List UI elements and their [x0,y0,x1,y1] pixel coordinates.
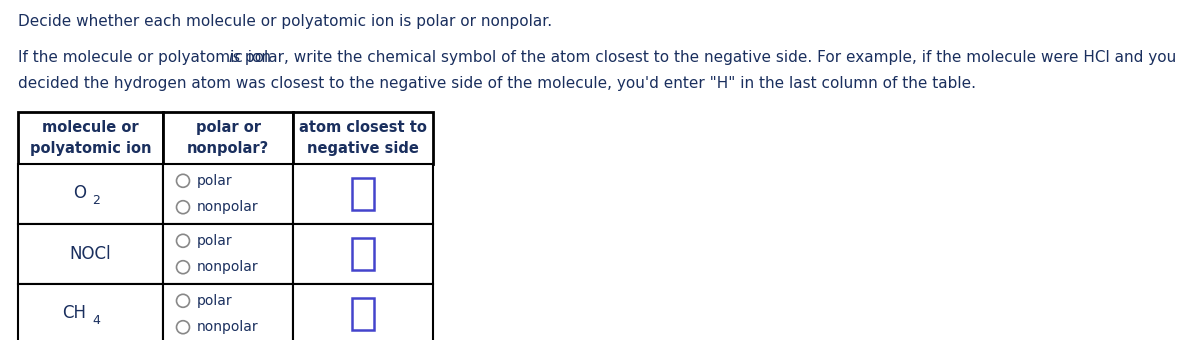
Bar [293,112,433,164]
Text: atom closest to
negative side: atom closest to negative side [299,120,427,156]
Bar [293,224,433,284]
Text: is: is [228,50,240,65]
Circle shape [176,234,190,247]
Circle shape [176,174,190,187]
Text: 4: 4 [92,313,101,326]
Text: Decide whether each molecule or polyatomic ion is polar or nonpolar.: Decide whether each molecule or polyatom… [18,14,552,29]
Text: polar, write the chemical symbol of the atom closest to the negative side. For e: polar, write the chemical symbol of the … [240,50,1177,65]
Text: polar: polar [197,234,232,248]
Text: nonpolar: nonpolar [197,260,258,274]
Text: CH: CH [62,304,86,322]
Text: If the molecule or polyatomic ion: If the molecule or polyatomic ion [18,50,276,65]
Text: O: O [73,184,86,202]
Bar [163,112,293,164]
Bar [18,284,163,340]
Text: polar: polar [197,174,232,188]
Circle shape [176,261,190,274]
Bar [293,164,433,224]
Text: nonpolar: nonpolar [197,200,258,214]
Circle shape [176,294,190,307]
Bar [352,178,374,210]
Bar [352,298,374,330]
Bar [18,224,163,284]
Bar [293,284,433,340]
Bar [163,224,293,284]
Bar [163,164,293,224]
Text: NOCl: NOCl [70,245,112,263]
Text: polar or
nonpolar?: polar or nonpolar? [187,120,269,156]
Bar [163,284,293,340]
Text: molecule or
polyatomic ion: molecule or polyatomic ion [30,120,151,156]
Circle shape [176,201,190,214]
Text: decided the hydrogen atom was closest to the negative side of the molecule, you': decided the hydrogen atom was closest to… [18,76,976,91]
Text: polar: polar [197,294,232,308]
Bar [18,112,163,164]
Text: 2: 2 [92,193,101,206]
Text: nonpolar: nonpolar [197,320,258,334]
Bar [352,238,374,270]
Circle shape [176,321,190,334]
Bar [18,164,163,224]
